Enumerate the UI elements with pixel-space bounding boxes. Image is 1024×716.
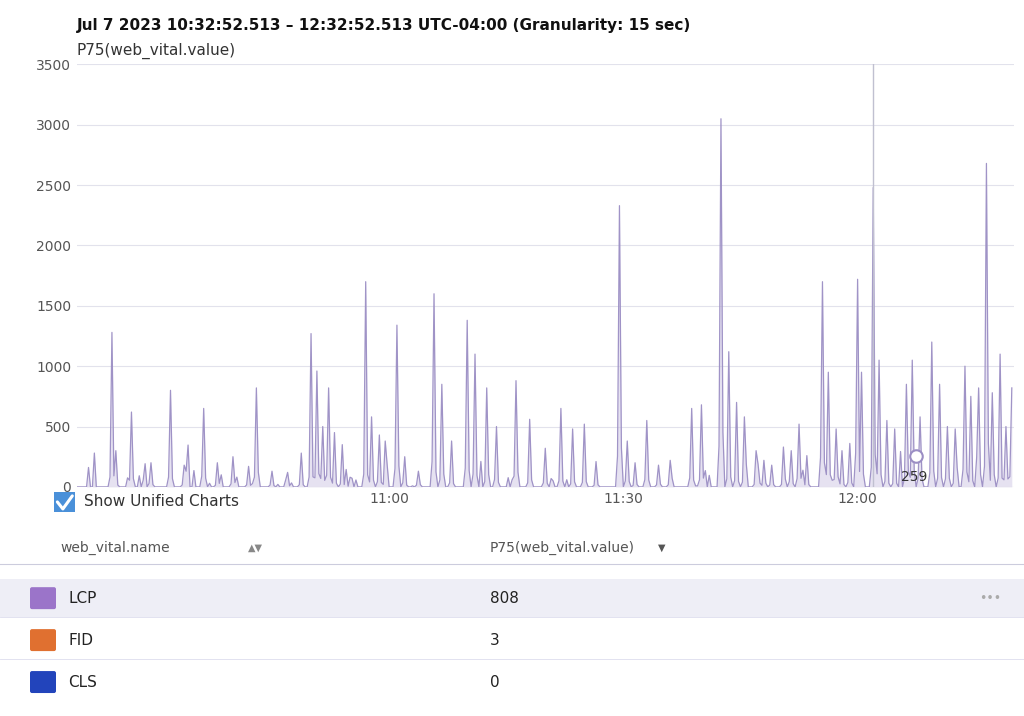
Text: LCP: LCP — [68, 591, 96, 606]
Text: Jul 7 2023 10:32:52.513 – 12:32:52.513 UTC-04:00 (Granularity: 15 sec): Jul 7 2023 10:32:52.513 – 12:32:52.513 U… — [77, 18, 691, 33]
FancyBboxPatch shape — [30, 587, 56, 609]
FancyBboxPatch shape — [30, 671, 56, 693]
Text: FID: FID — [68, 633, 93, 647]
Text: Show Unified Charts: Show Unified Charts — [84, 495, 239, 509]
Text: ▲▼: ▲▼ — [248, 543, 263, 553]
Bar — [0, 579, 1024, 617]
Text: 259: 259 — [900, 470, 927, 484]
Text: 0: 0 — [490, 674, 500, 690]
Text: P75(web_vital.value): P75(web_vital.value) — [77, 43, 236, 59]
Text: P75(web_vital.value): P75(web_vital.value) — [490, 541, 635, 556]
FancyBboxPatch shape — [30, 629, 56, 651]
Text: web_vital.name: web_vital.name — [60, 541, 170, 556]
Text: 808: 808 — [490, 591, 519, 606]
Text: CLS: CLS — [68, 674, 97, 690]
Text: ▼: ▼ — [658, 543, 666, 553]
Text: •••: ••• — [979, 591, 1001, 604]
Text: 3: 3 — [490, 633, 500, 647]
